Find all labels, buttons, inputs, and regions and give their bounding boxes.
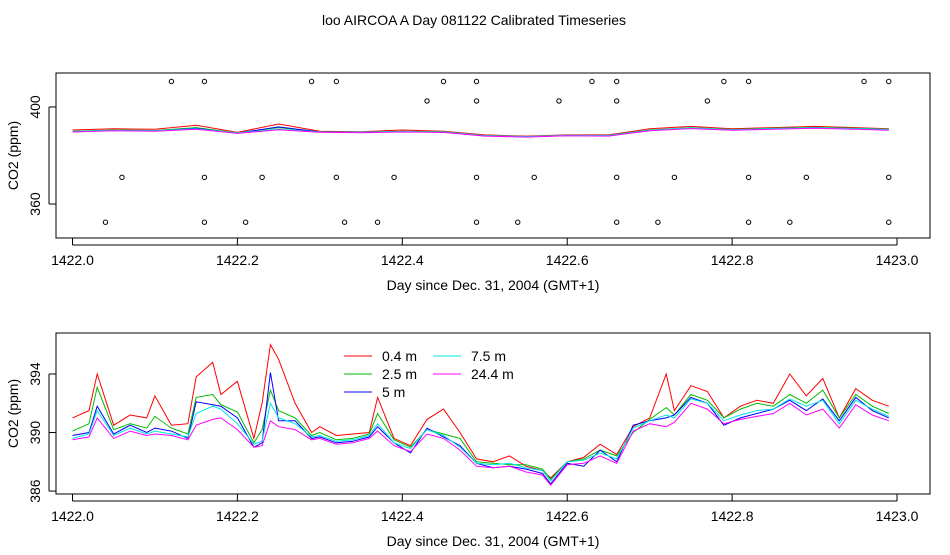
plot-frame: [55, 332, 931, 495]
scatter-point: [531, 174, 537, 181]
scatter-point: [613, 174, 620, 181]
y-tick-label: 390: [27, 421, 43, 445]
scatter-point: [168, 78, 175, 85]
x-axis-label: Day since Dec. 31, 2004 (GMT+1): [387, 533, 600, 549]
scatter-point: [886, 174, 892, 181]
panel-top: 1422.0 1422.2 1422.4 1422.6 1422.8 1423.0 Day …: [5, 72, 931, 293]
scatter-point: [589, 78, 595, 85]
scatter-point: [333, 174, 340, 181]
series-line-3: [72, 398, 890, 482]
scatter-point: [613, 98, 620, 104]
x-tick-label: 1422.4: [381, 252, 424, 268]
y-tick-label: 386: [27, 479, 43, 503]
legend-label: 7.5 m: [471, 348, 506, 364]
series-line-1: [72, 385, 890, 481]
scatter-point: [473, 98, 480, 104]
legend-label: 0.4 m: [382, 348, 417, 364]
scatter-point: [333, 78, 340, 85]
panel-bottom: 1422.0 1422.2 1422.4 1422.6 1422.8 1423.0 Day …: [5, 332, 931, 549]
x-tick-label: 1423.0: [876, 252, 919, 268]
scatter-point: [440, 78, 447, 85]
x-tick-label: 1422.0: [51, 508, 94, 524]
x-tick-label: 1422.2: [216, 252, 259, 268]
scatter-point: [556, 98, 562, 104]
scatter-point: [721, 78, 727, 85]
x-tick-label: 1422.0: [51, 252, 94, 268]
scatter-point: [308, 78, 315, 85]
scatter-point: [102, 219, 109, 225]
scatter-point: [613, 78, 620, 85]
scatter-point: [473, 219, 480, 225]
scatter-point: [704, 98, 711, 104]
x-tick-label: 1423.0: [876, 508, 919, 524]
scatter-point: [745, 219, 752, 225]
scatter-point: [424, 98, 430, 104]
y-axis-label: CO2 (ppm): [5, 121, 21, 190]
series-line-0: [72, 123, 889, 137]
scatter-point: [259, 174, 265, 181]
scatter-point: [803, 174, 810, 181]
series-line-4: [72, 402, 889, 486]
scatter-point: [391, 174, 397, 181]
scatter-point: [787, 219, 793, 225]
plot-frame: [55, 72, 931, 239]
scatter-point: [242, 219, 249, 225]
x-tick-label: 1422.6: [546, 252, 589, 268]
scatter-point: [745, 174, 752, 181]
y-axis-label: CO2 (ppm): [5, 379, 21, 448]
scatter-point: [861, 78, 867, 85]
x-tick-label: 1422.2: [216, 508, 259, 524]
y-tick-label: 400: [27, 95, 43, 119]
y-tick-label: 360: [27, 192, 43, 216]
scatter-point: [341, 219, 348, 225]
scatter-point: [201, 78, 208, 85]
scatter-point: [515, 219, 521, 225]
scatter-point: [886, 219, 892, 225]
y-tick-label: 394: [27, 362, 43, 386]
x-tick-label: 1422.8: [711, 252, 754, 268]
scatter-point: [473, 78, 480, 85]
scatter-point: [473, 174, 480, 181]
legend-label: 2.5 m: [382, 366, 417, 382]
x-axis-label: Day since Dec. 31, 2004 (GMT+1): [387, 277, 600, 293]
scatter-point: [119, 174, 125, 181]
scatter-point: [201, 219, 208, 225]
scatter-point: [613, 219, 620, 225]
scatter-point: [886, 78, 892, 85]
x-tick-label: 1422.4: [381, 508, 424, 524]
series-line-4: [72, 127, 889, 138]
x-tick-label: 1422.6: [546, 508, 589, 524]
series-line-0: [72, 343, 889, 479]
legend-label: 24.4 m: [471, 366, 514, 382]
x-tick-label: 1422.8: [711, 508, 754, 524]
legend-label: 5 m: [382, 384, 405, 400]
scatter-point: [745, 78, 752, 85]
scatter-point: [201, 174, 208, 181]
scatter-point: [374, 219, 381, 225]
scatter-point: [655, 219, 661, 225]
scatter-point: [671, 174, 678, 181]
chart-title: loo AIRCOA A Day 081122 Calibrated Times…: [322, 12, 626, 28]
